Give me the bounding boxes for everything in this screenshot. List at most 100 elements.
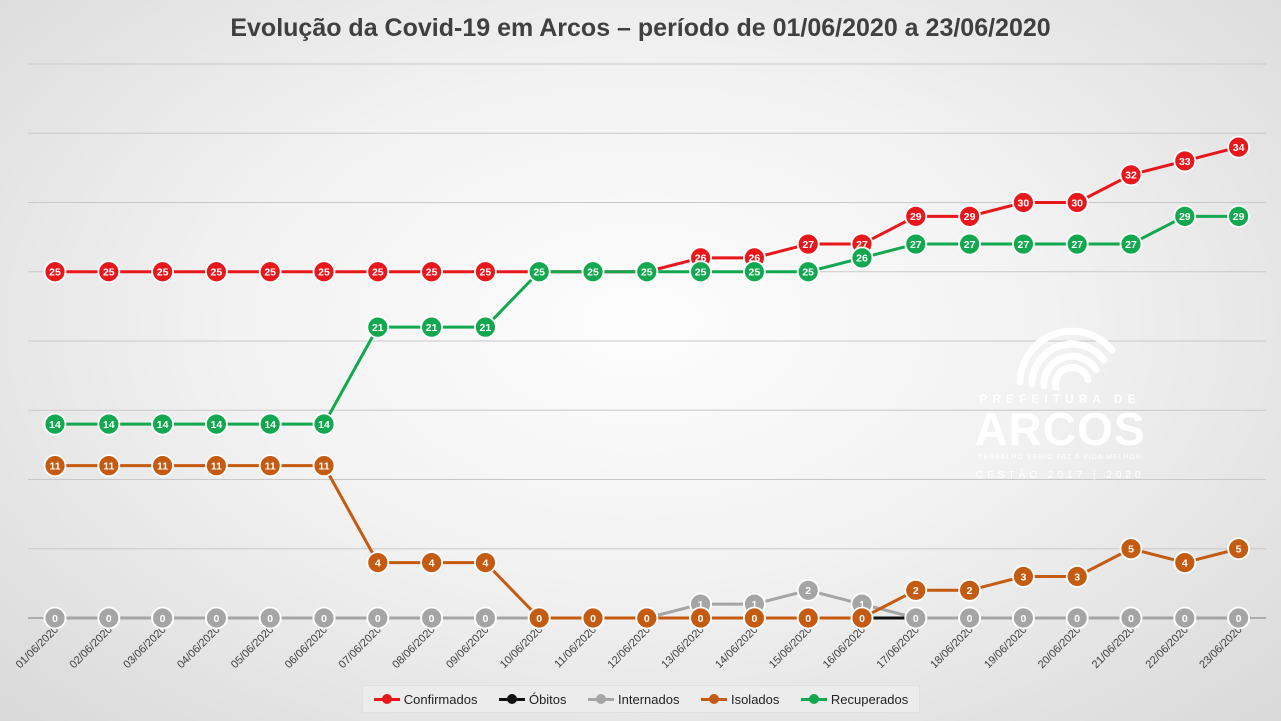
point-marker	[258, 454, 282, 478]
data-point: 0	[1119, 606, 1143, 630]
data-label: 0	[160, 613, 166, 625]
logo-tagline-text: TRABALHO SÉRIO FAZ A VIDA MELHOR	[978, 454, 1142, 461]
data-point: 11	[312, 454, 336, 478]
point-marker	[1012, 606, 1035, 630]
data-point: 0	[958, 606, 981, 630]
point-marker	[689, 260, 712, 284]
data-label: 29	[1179, 211, 1191, 223]
legend-label: Recuperados	[830, 691, 909, 707]
data-label: 0	[1236, 613, 1242, 625]
data-point: 0	[258, 606, 282, 630]
data-point: 25	[43, 260, 67, 284]
x-tick-label: 23/06/2020	[1197, 624, 1244, 671]
data-point: 3	[1012, 565, 1035, 588]
data-label: 0	[913, 613, 919, 625]
data-label: 0	[52, 613, 58, 625]
point-marker	[420, 551, 444, 574]
data-label: 0	[1128, 613, 1134, 625]
data-label: 29	[1233, 211, 1245, 223]
x-tick-label: 15/06/2020	[767, 624, 814, 671]
data-label: 27	[1071, 239, 1083, 251]
data-label: 25	[480, 267, 492, 279]
data-point: 25	[420, 260, 444, 284]
x-tick-label: 06/06/2020	[283, 624, 330, 671]
point-marker	[43, 454, 67, 478]
point-marker	[43, 412, 67, 436]
point-marker	[473, 551, 497, 574]
point-marker	[366, 315, 390, 339]
data-point: 25	[312, 260, 336, 284]
point-marker	[958, 578, 981, 602]
data-label: 14	[264, 419, 276, 431]
x-tick-label: 13/06/2020	[659, 624, 706, 671]
point-marker	[796, 606, 820, 630]
legend-entry: Isolados	[700, 692, 779, 707]
point-marker	[473, 260, 497, 284]
data-point: 5	[1119, 537, 1143, 561]
point-marker	[204, 454, 228, 478]
data-label: 29	[964, 211, 976, 223]
data-point: 30	[1065, 191, 1089, 214]
data-point: 0	[366, 606, 390, 630]
point-marker	[1227, 537, 1250, 561]
point-marker	[366, 260, 390, 284]
legend-swatch	[800, 694, 827, 704]
point-marker	[151, 260, 175, 284]
data-label: 0	[429, 613, 435, 625]
point-marker	[366, 551, 390, 574]
data-label: 4	[1182, 557, 1188, 569]
legend-label: Internados	[618, 691, 680, 707]
data-label: 26	[695, 253, 707, 265]
point-marker	[258, 606, 282, 630]
point-marker	[312, 606, 336, 630]
data-label: 25	[802, 267, 814, 279]
data-label: 25	[372, 267, 384, 279]
data-label: 0	[213, 613, 219, 625]
point-marker	[43, 260, 67, 284]
data-label: 4	[482, 557, 488, 569]
data-label: 30	[1071, 197, 1083, 209]
data-label: 25	[749, 267, 761, 279]
data-point: 0	[850, 606, 874, 630]
data-point: 27	[1119, 232, 1143, 256]
point-marker	[151, 454, 175, 478]
legend-entry: Óbitos	[498, 692, 567, 707]
point-marker	[1119, 232, 1143, 256]
data-point: 27	[904, 232, 928, 256]
data-point: 27	[958, 232, 981, 256]
data-label: 0	[751, 613, 757, 625]
data-point: 14	[312, 412, 336, 436]
data-label: 0	[536, 613, 542, 625]
data-label: 0	[1074, 613, 1080, 625]
data-point: 25	[581, 260, 605, 284]
data-point: 14	[258, 412, 282, 436]
point-marker	[1227, 135, 1250, 159]
point-marker	[97, 454, 121, 478]
data-point: 0	[635, 606, 659, 630]
point-marker	[43, 606, 67, 630]
data-label: 0	[644, 613, 650, 625]
point-marker	[97, 606, 121, 630]
point-marker	[473, 315, 497, 339]
series-line	[55, 145, 1239, 274]
data-label: 11	[49, 460, 60, 472]
data-point: 4	[366, 551, 390, 574]
data-label: 0	[1182, 613, 1188, 625]
x-tick-label: 10/06/2020	[498, 624, 545, 671]
point-marker	[796, 232, 820, 256]
legend-swatch	[498, 694, 525, 704]
data-label: 0	[267, 613, 273, 625]
data-label: 2	[967, 585, 973, 597]
data-label: 21	[480, 322, 492, 334]
x-tick-label: 11/06/2020	[552, 624, 599, 671]
data-point: 4	[420, 551, 444, 574]
data-point: 0	[904, 606, 928, 630]
point-marker	[958, 232, 981, 256]
data-point: 14	[151, 412, 175, 436]
data-point: 29	[904, 204, 928, 228]
data-point: 2	[904, 578, 928, 602]
data-label: 0	[698, 613, 704, 625]
data-point: 0	[689, 606, 712, 630]
point-marker	[635, 260, 659, 284]
data-label: 0	[106, 613, 112, 625]
